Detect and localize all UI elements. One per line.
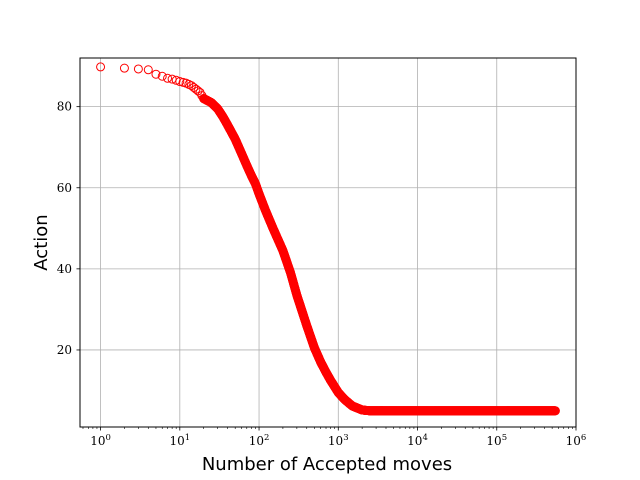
data-point <box>133 64 143 74</box>
data-point <box>96 62 106 72</box>
y-axis-title: Action <box>31 214 52 270</box>
x-axis-ticks: 100 101 102 103 104 105 106 <box>82 427 587 448</box>
data-point <box>119 63 129 73</box>
data-point <box>151 69 161 79</box>
data-point <box>171 75 181 85</box>
data-point <box>143 65 153 75</box>
data-point <box>163 73 173 83</box>
y-axis-ticks: 20 40 60 80 <box>57 100 80 357</box>
plot-area-frame <box>79 57 577 428</box>
x-tick-label: 101 <box>169 433 190 448</box>
x-tick-label: 103 <box>328 433 349 448</box>
data-points <box>96 62 560 416</box>
x-axis-title: Number of Accepted moves <box>202 454 452 475</box>
x-tick-label: 100 <box>90 433 111 448</box>
data-point <box>157 71 167 81</box>
x-tick-label: 106 <box>566 433 587 448</box>
data-point <box>175 77 185 87</box>
y-tick-label: 60 <box>57 181 72 195</box>
y-tick-label: 40 <box>57 262 72 276</box>
y-tick-label: 20 <box>57 343 72 357</box>
y-tick-label: 80 <box>57 100 72 114</box>
x-tick-label: 102 <box>249 433 270 448</box>
x-tick-label: 104 <box>407 433 428 448</box>
x-tick-label: 105 <box>486 433 507 448</box>
data-point <box>550 406 560 416</box>
